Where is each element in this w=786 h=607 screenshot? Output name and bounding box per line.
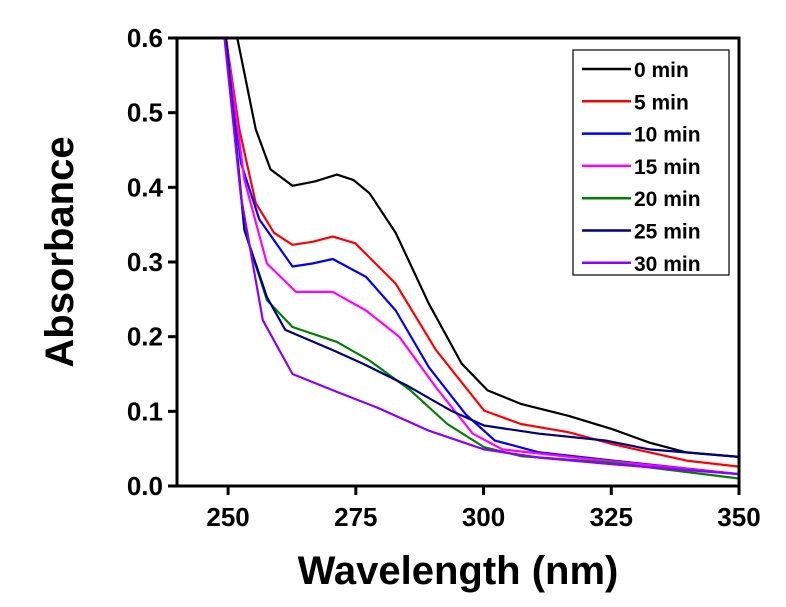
series-line-25-min bbox=[224, 38, 739, 458]
x-tick-label: 325 bbox=[590, 502, 633, 532]
legend-box bbox=[572, 49, 730, 276]
legend-label: 25 min bbox=[634, 221, 701, 244]
y-tick-label: 0.6 bbox=[127, 23, 163, 53]
y-tick-label: 0.3 bbox=[127, 247, 163, 277]
series-line-10-min bbox=[224, 38, 739, 476]
y-tick-label: 0.5 bbox=[127, 98, 163, 128]
x-axis-label: Wavelength (nm) bbox=[298, 549, 619, 593]
y-tick-label: 0.4 bbox=[127, 172, 164, 202]
x-tick-label: 275 bbox=[334, 502, 377, 532]
legend-label: 0 min bbox=[634, 59, 689, 82]
x-tick-label: 350 bbox=[717, 502, 760, 532]
series-lines bbox=[223, 38, 739, 480]
series-line-15-min bbox=[224, 38, 739, 476]
series-line-0-min bbox=[236, 38, 739, 458]
x-tick-label: 250 bbox=[206, 502, 249, 532]
x-tick-label: 300 bbox=[462, 502, 505, 532]
y-tick-label: 0.2 bbox=[127, 322, 163, 352]
legend-label: 30 min bbox=[634, 253, 701, 276]
legend: 0 min 5 min 10 min 15 min 20 min 25 min 30 min bbox=[572, 49, 730, 276]
y-tick-label: 0.0 bbox=[127, 471, 163, 501]
y-axis-label: Absorbance bbox=[38, 136, 82, 367]
legend-label: 10 min bbox=[634, 124, 701, 147]
axis-ticks: 250 275 300 325 350 0.0 0.1 0.2 0.3 0.4 0.5 0.6 bbox=[127, 23, 761, 532]
series-line-30-min bbox=[223, 38, 739, 476]
legend-label: 20 min bbox=[634, 188, 701, 211]
legend-label: 5 min bbox=[634, 91, 689, 114]
y-tick-label: 0.1 bbox=[127, 396, 163, 426]
legend-label: 15 min bbox=[634, 156, 701, 179]
